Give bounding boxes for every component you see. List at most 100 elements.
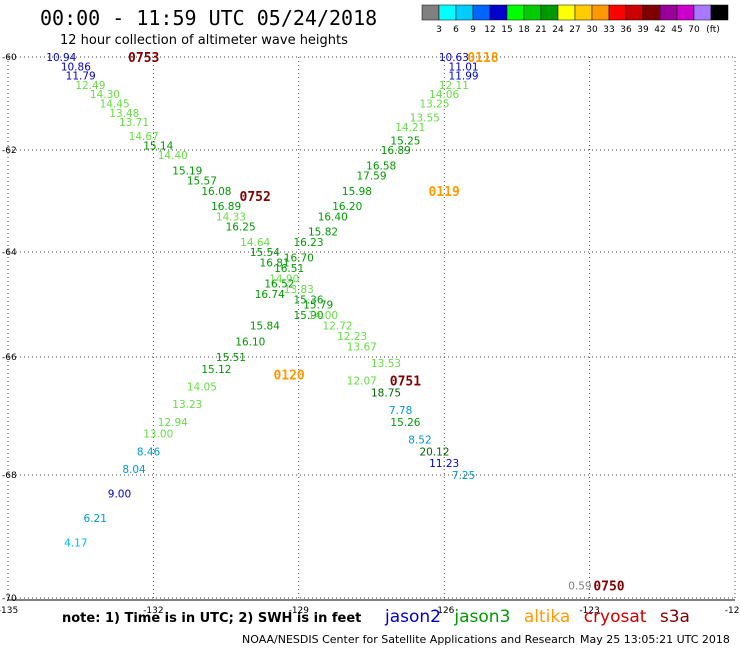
colorbar-label: 39 [637,25,649,35]
wave-height-label: 12.72 [323,321,353,333]
wave-height-label: 14.00 [308,310,338,322]
wave-height-label: 16.23 [293,237,323,249]
wave-height-label: 13.55 [410,112,440,124]
x-tick-label: -135 [0,606,18,616]
pass-time-label: 0753 [128,51,159,66]
colorbar-label: 33 [603,25,614,35]
pass-time-labels: 0753 0752 0751 0750 0118 0119 0120 [128,51,625,595]
wave-height-label: 14.67 [129,131,159,143]
colorbar-swatch [608,4,627,21]
wave-height-label: 13.25 [419,99,449,111]
colorbar-swatch [591,4,610,21]
wave-height-label: 12.11 [439,80,469,92]
colorbar: 3 6 9 12 15 18 21 24 27 30 33 36 39 42 45 70 (ft) [421,4,729,35]
chart-subtitle: 12 hour collection of altimeter wave hei… [60,33,348,48]
wave-height-label: 14.45 [100,99,130,111]
y-tick-label: -68 [2,471,17,481]
colorbar-label: 6 [453,25,459,35]
wave-height-label: 12.23 [337,331,367,343]
pass-time-label: 0752 [240,190,271,205]
colorbar-unit: (ft) [706,25,720,35]
mission-cryosat: cryosat [583,607,647,627]
wave-height-label: 17.59 [356,171,386,183]
wave-height-label: 16.08 [201,186,231,198]
colorbar-label: 30 [586,25,598,35]
wave-height-label: 15.25 [390,136,420,148]
wave-height-label: 16.81 [260,258,290,270]
wave-height-label: 14.40 [158,150,188,162]
colorbar-label: 3 [436,25,442,35]
x-tick-label: -129 [289,606,310,616]
colorbar-label: 12 [484,25,495,35]
colorbar-swatch [506,4,525,21]
wave-height-label: 14.33 [216,211,246,223]
wave-height-label: 13.53 [371,358,401,370]
pass-time-label: 0119 [429,185,460,200]
wave-height-label: 16.74 [255,289,285,301]
colorbar-swatch [574,4,593,21]
wave-height-label: 16.20 [332,201,362,213]
wave-height-label: 16.89 [381,145,411,157]
wave-height-label: 14.05 [187,382,217,394]
colorbar-swatch [438,4,457,21]
wave-height-label: 16.51 [274,263,304,275]
wave-height-label: 8.52 [408,435,431,447]
mission-s3a: s3a [659,607,690,627]
wave-height-label: 15.79 [303,300,333,312]
colorbar-swatch [625,4,644,21]
colorbar-swatch [472,4,491,21]
wave-height-label: 20.12 [419,446,449,458]
colorbar-swatch [557,4,576,21]
mission-altika: altika [523,607,571,627]
x-tick-label: -126 [434,606,455,616]
pass-time-label: 0118 [467,51,498,66]
wave-height-label: 15.14 [143,140,173,152]
colorbar-label: 9 [470,25,476,35]
wave-height-label: 11.23 [429,458,459,470]
chart-title: 00:00 - 11:59 UTC 05/24/2018 [40,6,378,30]
axis-ticks: -135 -132 -129 -126 -123 -120 -60 -62 -64 -66 -68 -… [0,53,740,616]
wave-height-label: 13.48 [109,108,139,120]
wave-height-label: 12.07 [347,376,377,388]
pass-time-label: 0120 [273,369,304,384]
pass-time-label: 0750 [593,580,624,595]
grid-lines [7,56,736,600]
colorbar-swatch [523,4,542,21]
colorbar-swatch [659,4,678,21]
colorbar-label: 70 [688,25,700,35]
colorbar-label: 36 [620,25,632,35]
colorbar-label: 18 [518,25,530,35]
wave-height-label: 15.36 [293,294,323,306]
wave-height-labels: 10.9410.8611.7912.4914.3014.4513.4813.71… [46,52,591,593]
wave-height-label: 14.06 [429,89,459,101]
colorbar-label: 24 [552,25,564,35]
wave-height-label: 14.21 [395,122,425,134]
wave-height-label: 9.00 [108,488,131,500]
wave-height-label: 18.75 [371,387,401,399]
colorbar-label: 21 [535,25,546,35]
wave-height-label: 15.12 [201,364,231,376]
wave-height-label: 15.82 [308,227,338,239]
wave-height-label: 16.40 [318,211,348,223]
wave-height-label: 7.25 [452,470,475,482]
wave-height-label: 12.94 [158,417,188,429]
wave-height-label: 14.30 [90,89,120,101]
wave-height-label: 10.94 [46,52,76,64]
wave-height-label: 15.51 [216,352,246,364]
wave-height-label: 6.21 [84,513,107,525]
wave-height-label: 16.89 [211,201,241,213]
units-note: note: 1) Time is in UTC; 2) SWH is in fe… [62,611,362,626]
colorbar-swatch [540,4,559,21]
wave-height-label: 10.63 [439,52,469,64]
wave-height-label: 15.54 [250,247,280,259]
wave-height-label: 15.98 [342,186,372,198]
wave-height-label: 13.23 [172,399,202,411]
wave-height-label: 14.64 [240,237,270,249]
wave-height-label: 4.17 [64,538,87,550]
colorbar-label: 27 [569,25,580,35]
mission-jason3: jason3 [454,607,511,627]
colorbar-label: 42 [654,25,665,35]
wave-height-label: 7.78 [389,405,412,417]
wave-height-label: 16.58 [366,160,396,172]
colorbar-swatch [489,4,508,21]
